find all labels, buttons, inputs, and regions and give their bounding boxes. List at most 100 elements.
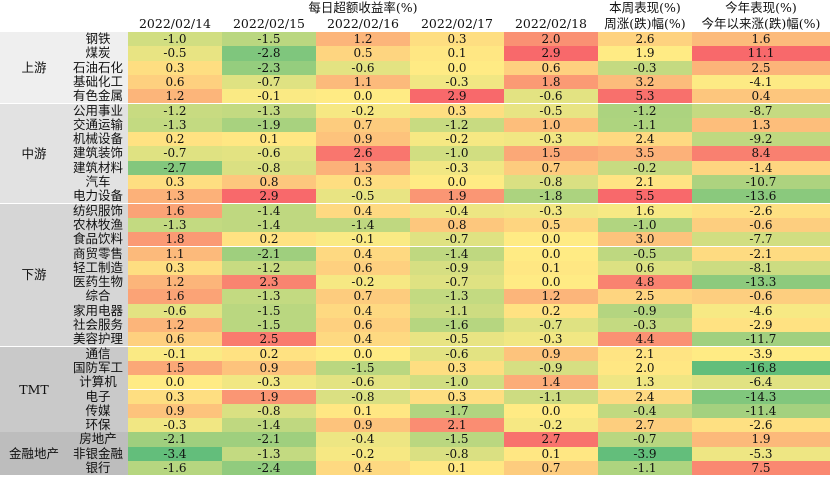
daily-return-cell: 0.9 bbox=[504, 346, 598, 361]
daily-return-cell: -0.9 bbox=[410, 260, 504, 276]
industry-label: 传媒 bbox=[85, 402, 111, 418]
daily-return-cell: -0.2 bbox=[316, 103, 410, 118]
industry-label: 机械设备 bbox=[72, 131, 123, 147]
daily-return-cell: -2.3 bbox=[222, 60, 316, 75]
daily-return-cell: -1.5 bbox=[222, 32, 316, 47]
date-header: 2022/02/17 bbox=[420, 16, 494, 31]
ytd-return-cell: -8.1 bbox=[692, 260, 830, 276]
industry-label-band bbox=[68, 32, 128, 104]
daily-return-cell: -0.2 bbox=[504, 418, 598, 433]
daily-return-cell: -0.5 bbox=[410, 332, 504, 347]
ytd-subtitle: 今年以来涨(跌)幅(%) bbox=[701, 16, 821, 31]
daily-return-cell: -0.5 bbox=[128, 46, 222, 61]
daily-return-cell: 1.3 bbox=[128, 189, 222, 204]
ytd-return-cell: -16.8 bbox=[692, 360, 830, 376]
daily-return-cell: -1.4 bbox=[222, 203, 316, 218]
daily-return-cell: -1.3 bbox=[222, 103, 316, 118]
week-return-cell: -0.7 bbox=[598, 432, 692, 447]
ytd-return-cell: -2.6 bbox=[692, 203, 830, 218]
daily-return-cell: -1.3 bbox=[222, 289, 316, 304]
daily-return-cell: -0.6 bbox=[410, 346, 504, 361]
industry-label: 社会服务 bbox=[72, 317, 123, 332]
week-return-cell: 2.6 bbox=[598, 32, 692, 47]
date-header: 2022/02/15 bbox=[232, 16, 306, 31]
week-return-cell: 2.7 bbox=[598, 418, 692, 433]
daily-return-cell: 0.3 bbox=[128, 260, 222, 276]
daily-return-cell: 0.6 bbox=[316, 260, 410, 276]
daily-return-cell: 2.1 bbox=[410, 418, 504, 433]
date-header: 2022/02/14 bbox=[138, 16, 212, 31]
daily-return-cell: 0.0 bbox=[316, 346, 410, 361]
daily-return-cell: -0.1 bbox=[128, 346, 222, 361]
industry-label-band bbox=[68, 103, 128, 204]
industry-label: 医药生物 bbox=[72, 274, 123, 290]
industry-label: 汽车 bbox=[85, 174, 111, 189]
industry-label: 国防军工 bbox=[72, 359, 123, 375]
group-band bbox=[0, 432, 68, 476]
ytd-title: 今年表现(%) bbox=[725, 0, 797, 15]
industry-label: 美容护理 bbox=[72, 331, 123, 347]
industry-label: 非银金融 bbox=[72, 445, 123, 461]
industry-label: 交通运输 bbox=[72, 116, 123, 132]
daily-return-cell: 0.0 bbox=[504, 232, 598, 247]
daily-return-cell: 0.6 bbox=[316, 318, 410, 333]
week-return-cell: -1.0 bbox=[598, 217, 692, 233]
industry-label: 电子 bbox=[85, 388, 111, 404]
daily-return-cell: 0.6 bbox=[504, 60, 598, 75]
industry-label-band bbox=[68, 203, 128, 347]
daily-return-cell: 0.0 bbox=[504, 275, 598, 290]
daily-return-cell: -1.3 bbox=[410, 289, 504, 304]
industry-label: 通信 bbox=[85, 345, 111, 361]
week-return-cell: -0.4 bbox=[598, 403, 692, 419]
daily-return-cell: -0.3 bbox=[504, 203, 598, 218]
ytd-return-cell: 1.9 bbox=[692, 432, 830, 447]
daily-return-cell: -0.6 bbox=[316, 60, 410, 75]
daily-return-cell: -2.8 bbox=[222, 46, 316, 61]
group-label: 金融地产 bbox=[8, 445, 59, 461]
daily-return-cell: -0.1 bbox=[222, 89, 316, 104]
daily-return-cell: 1.8 bbox=[504, 74, 598, 90]
daily-return-cell: 1.9 bbox=[410, 189, 504, 204]
group-label: 中游 bbox=[21, 145, 47, 161]
group-label: TMT bbox=[19, 381, 49, 397]
ytd-return-cell: 11.1 bbox=[692, 46, 830, 61]
daily-return-cell: 0.5 bbox=[504, 217, 598, 233]
daily-return-cell: -1.3 bbox=[128, 217, 222, 233]
week-return-cell: 0.6 bbox=[598, 260, 692, 276]
week-return-cell: -0.2 bbox=[598, 160, 692, 175]
daily-return-cell: 2.7 bbox=[504, 432, 598, 447]
daily-return-cell: -1.3 bbox=[222, 446, 316, 461]
daily-return-cell: 2.9 bbox=[410, 89, 504, 104]
daily-return-cell: 0.3 bbox=[128, 175, 222, 190]
daily-return-cell: -1.0 bbox=[128, 32, 222, 47]
daily-return-cell: 0.1 bbox=[504, 446, 598, 461]
daily-return-cell: 0.1 bbox=[410, 46, 504, 61]
week-return-cell: -1.1 bbox=[598, 117, 692, 133]
daily-return-cell: 1.9 bbox=[222, 389, 316, 404]
daily-return-cell: -0.7 bbox=[410, 275, 504, 290]
daily-return-cell: 0.3 bbox=[410, 389, 504, 404]
daily-return-cell: -1.5 bbox=[316, 360, 410, 376]
daily-return-cell: -1.1 bbox=[410, 303, 504, 318]
daily-return-cell: 0.0 bbox=[410, 175, 504, 190]
ytd-return-cell: -14.3 bbox=[692, 389, 830, 404]
week-return-cell: 5.3 bbox=[598, 89, 692, 104]
ytd-return-cell: 1.6 bbox=[692, 32, 830, 47]
daily-return-cell: 0.3 bbox=[316, 175, 410, 190]
ytd-return-cell: -1.4 bbox=[692, 160, 830, 175]
group-label: 下游 bbox=[21, 267, 47, 283]
daily-return-cell: 2.9 bbox=[504, 46, 598, 61]
daily-return-cell: 1.6 bbox=[128, 289, 222, 304]
daily-return-cell: 0.0 bbox=[316, 89, 410, 104]
daily-return-cell: 0.0 bbox=[504, 403, 598, 419]
daily-return-cell: 0.9 bbox=[128, 403, 222, 419]
daily-return-cell: 0.7 bbox=[316, 117, 410, 133]
industry-label: 煤炭 bbox=[85, 45, 111, 61]
daily-return-cell: -0.8 bbox=[222, 403, 316, 419]
industry-label: 建筑装饰 bbox=[72, 145, 123, 161]
daily-return-cell: 0.3 bbox=[410, 32, 504, 47]
industry-label: 综合 bbox=[85, 288, 111, 304]
daily-return-cell: 2.9 bbox=[222, 189, 316, 204]
industry-label: 公用事业 bbox=[72, 102, 123, 118]
week-return-cell: 3.2 bbox=[598, 74, 692, 90]
